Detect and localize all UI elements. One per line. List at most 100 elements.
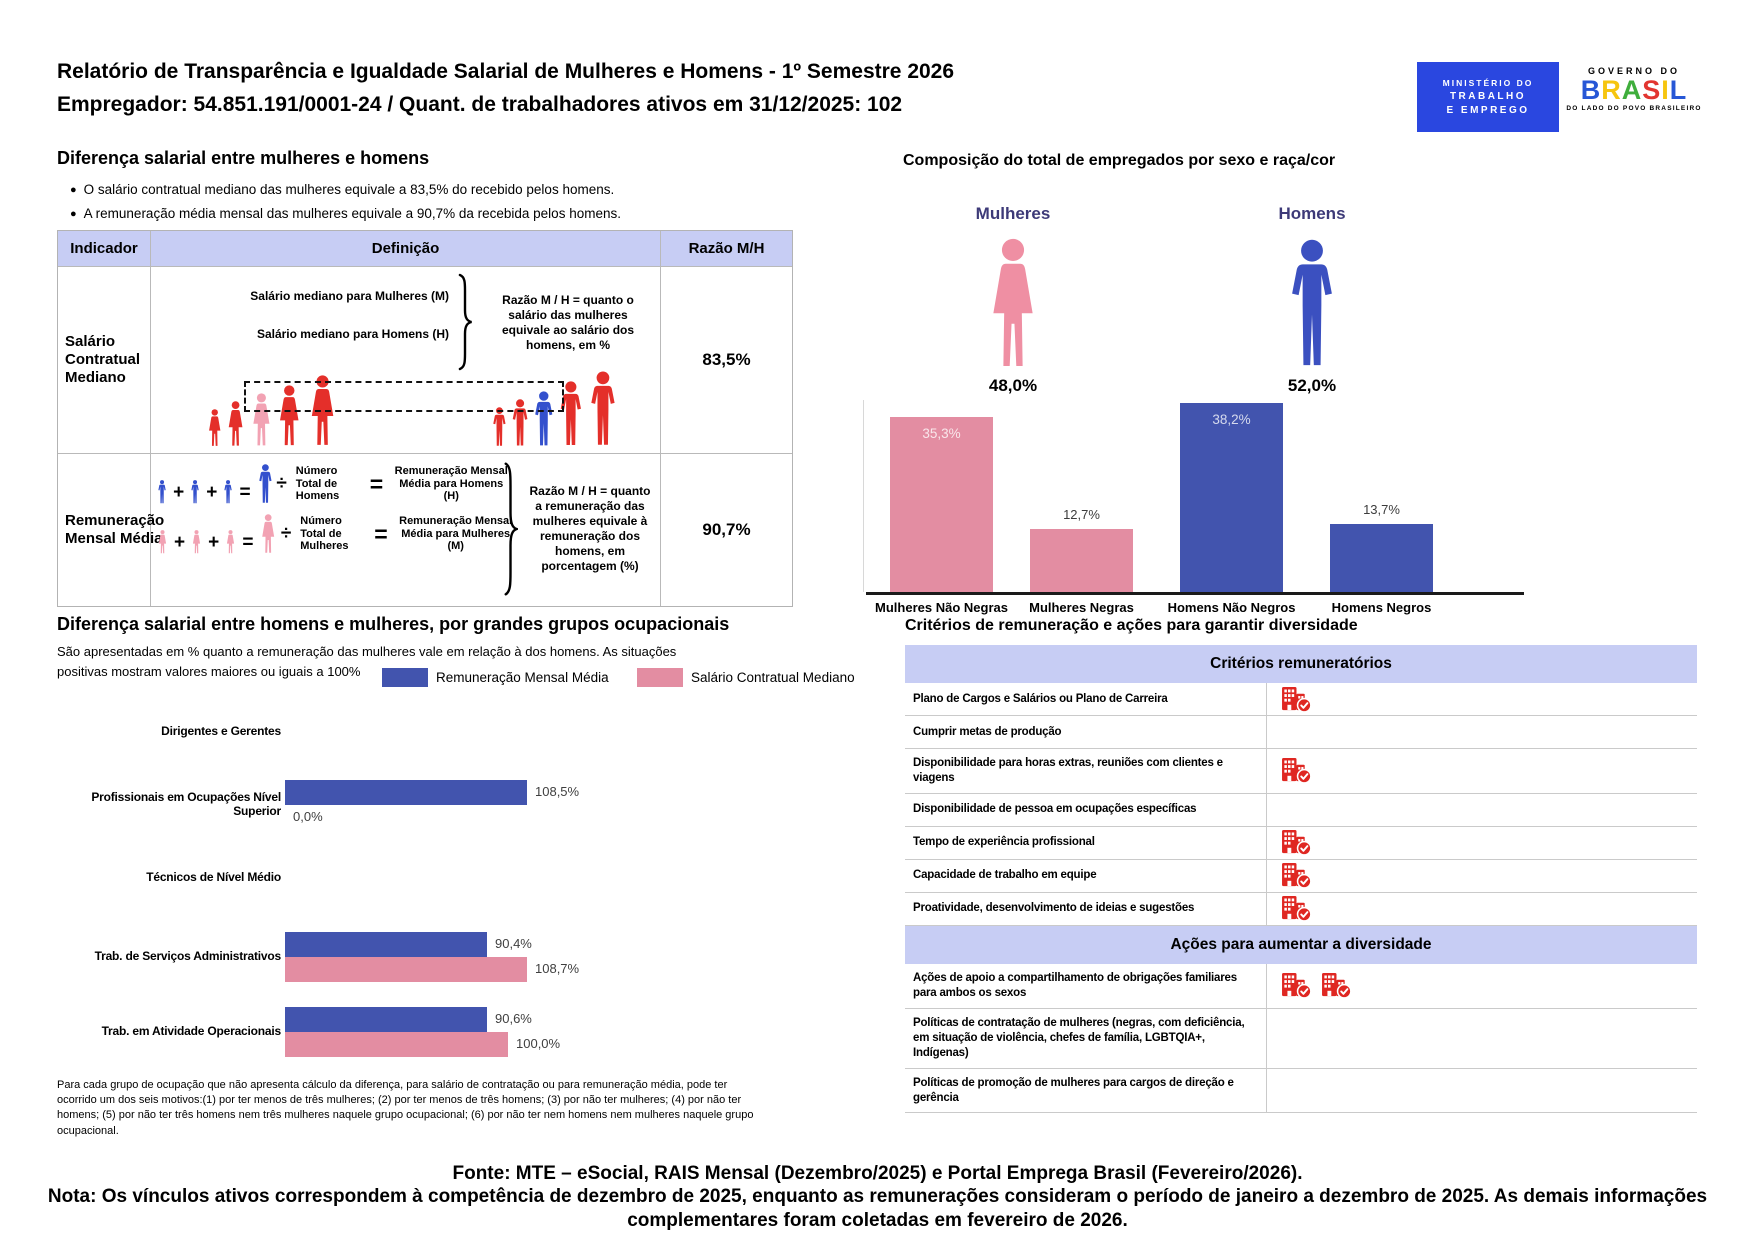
building-check-icon xyxy=(1281,895,1312,922)
criteria-row-label: Políticas de promoção de mulheres para c… xyxy=(913,1076,1234,1104)
building-check-icon xyxy=(1281,829,1312,856)
mte-logo-line2: TRABALHO xyxy=(1449,91,1527,102)
male-figure-icon xyxy=(491,407,508,447)
occupational-subtitle: São apresentadas em % quanto a remuneraç… xyxy=(57,644,677,680)
women-divisor: Número Total de Mulheres xyxy=(300,515,349,553)
figure-icon xyxy=(157,480,167,504)
occupational-bar-chart: Dirigentes e Gerentes Profissionais em Oc… xyxy=(57,695,797,1075)
criteria-row-label: Políticas de contratação de mulheres (ne… xyxy=(913,1016,1245,1059)
legend-label: Remuneração Mensal Média xyxy=(436,670,609,685)
criteria-row: Tempo de experiência profissional xyxy=(905,826,1697,860)
plus-icon: + xyxy=(206,482,218,503)
occupational-title: Diferença salarial entre homens e mulher… xyxy=(57,614,730,634)
criteria-row-status xyxy=(1266,963,1697,1008)
occ-bar-value: 100,0% xyxy=(516,1036,561,1051)
criteria-row-label: Capacidade de trabalho em equipe xyxy=(913,869,1097,882)
occ-category-label: Trab. em Atividade Operacionais xyxy=(101,1024,282,1039)
occ-category-label: Técnicos de Nível Médio xyxy=(146,870,281,885)
women-result: Remuneração Mensal Média para Mulheres (… xyxy=(399,515,513,553)
occ-bar-value: 90,6% xyxy=(495,1011,532,1026)
comp-bar xyxy=(1030,529,1133,592)
divide-icon: ÷ xyxy=(280,523,292,544)
criteria-row-status xyxy=(1266,859,1697,892)
occ-category-label: Profissionais em Ocupações Nível Superio… xyxy=(91,790,281,818)
legend-swatch-blue xyxy=(382,668,428,687)
plus-icon: + xyxy=(174,532,186,553)
occ-bar-value: 90,4% xyxy=(495,936,532,951)
criteria-row-label: Tempo de experiência profissional xyxy=(913,836,1095,849)
report-title-line1: Relatório de Transparência e Igualdade S… xyxy=(57,60,955,83)
governo-brasil-logo: GOVERNO DO BRASIL DO LADO DO POVO BRASIL… xyxy=(1565,66,1703,112)
median-comparison-dashed-box xyxy=(244,381,564,412)
criteria-row-status xyxy=(1266,683,1697,715)
salary-gap-title: Diferença salarial entre mulheres e home… xyxy=(57,148,430,168)
brasil-letter: L xyxy=(1669,75,1688,105)
comp-category-label: Mulheres Negras xyxy=(1029,600,1134,615)
men-figures: + + = xyxy=(157,464,273,504)
composition-category-labels: Mulheres Não Negras Mulheres Negras Homens… xyxy=(860,600,1530,635)
table-header-indicador: Indicador xyxy=(58,231,151,267)
equals-icon: = xyxy=(239,482,251,503)
criteria-row: Políticas de contratação de mulheres (ne… xyxy=(905,1008,1697,1069)
composition-female-pct: 48,0% xyxy=(988,376,1038,395)
male-figure-icon xyxy=(587,371,619,447)
plus-icon: + xyxy=(208,532,220,553)
mte-logo-line1: MINISTÉRIO DO xyxy=(1442,78,1534,88)
brasil-letter: I xyxy=(1661,75,1670,105)
criteria-row-label: Cumprir metas de produção xyxy=(913,725,1062,738)
brace-icon xyxy=(457,273,473,371)
occupational-footnote: Para cada grupo de ocupação que não apre… xyxy=(57,1079,754,1137)
bullet-text: O salário contratual mediano das mulhere… xyxy=(83,182,615,197)
men-average-formula: + + = ÷ Número Total de Homens = Remuneraç… xyxy=(157,464,516,504)
brace-icon xyxy=(503,461,518,597)
brasil-logo-bottom: DO LADO DO POVO BRASILEIRO xyxy=(1566,105,1702,113)
table-header-definicao: Definição xyxy=(151,231,661,267)
table-header-razao: Razão M/H xyxy=(661,231,792,267)
occ-bar-salario xyxy=(285,957,527,982)
mte-logo-line3: E EMPREGO xyxy=(1446,105,1530,116)
occ-bar-remuneracao xyxy=(285,1007,487,1032)
occ-bar-value: 0,0% xyxy=(293,809,323,824)
building-check-icon xyxy=(1281,862,1312,889)
male-icon xyxy=(1286,236,1338,372)
comp-bar-value: 38,2% xyxy=(1212,412,1251,427)
divide-icon: ÷ xyxy=(276,473,287,494)
row1-indicator: Salário Contratual Mediano xyxy=(58,267,151,454)
plus-icon: + xyxy=(173,482,185,503)
figure-icon xyxy=(190,480,200,504)
criteria-row-label: Disponibilidade de pessoa em ocupações e… xyxy=(913,803,1197,816)
female-figure-icon xyxy=(206,409,223,447)
building-check-icon xyxy=(1281,686,1312,713)
row2-ratio: 90,7% xyxy=(702,520,751,539)
legend-salario: Salário Contratual Mediano xyxy=(637,668,855,687)
bullet-item: ● A remuneração média mensal das mulheres… xyxy=(70,206,750,221)
criteria-row-status xyxy=(1266,793,1697,826)
female-icon xyxy=(984,236,1042,372)
comp-y-axis xyxy=(863,400,864,592)
criteria-row: Ações de apoio a compartilhamento de obr… xyxy=(905,963,1697,1009)
report-title-line2: Empregador: 54.851.191/0001-24 / Quant. … xyxy=(57,93,903,116)
occ-bar-remuneracao xyxy=(285,932,487,957)
row1-def-line2: Salário mediano para Homens (H) xyxy=(256,327,449,341)
bullet-text: A remuneração média mensal das mulheres … xyxy=(83,206,621,221)
brasil-letter: B xyxy=(1580,75,1602,105)
composition-female-label: Mulheres xyxy=(975,204,1051,223)
row1-ratio: 83,5% xyxy=(661,267,792,454)
men-result: Remuneração Mensal Média para Homens (H) xyxy=(394,465,508,503)
criteria-row: Cumprir metas de produção xyxy=(905,716,1697,749)
women-average-formula: + + = ÷ Número Total de Mulheres = Remuner… xyxy=(157,514,516,554)
criteria-row-label: Plano de Cargos e Salários ou Plano de C… xyxy=(913,692,1168,705)
building-check-icon xyxy=(1321,972,1352,999)
report-footer: Fonte: MTE – eSocial, RAIS Mensal (Dezem… xyxy=(0,1163,1755,1233)
comp-bar-value: 35,3% xyxy=(922,426,961,441)
figure-icon xyxy=(225,530,236,554)
mte-logo: MINISTÉRIO DO TRABALHO E EMPREGO xyxy=(1417,62,1559,132)
row1-definition: Salário mediano para Mulheres (M) Salári… xyxy=(151,267,661,454)
criteria-row-label: Proatividade, desenvolvimento de ideias … xyxy=(913,902,1195,915)
occ-bar-value: 108,7% xyxy=(535,961,580,976)
bullet-item: ● O salário contratual mediano das mulher… xyxy=(70,182,750,197)
criteria-row: Proatividade, desenvolvimento de ideias … xyxy=(905,892,1697,926)
men-divisor: Número Total de Homens xyxy=(295,465,340,503)
figure-icon-large xyxy=(259,514,277,554)
